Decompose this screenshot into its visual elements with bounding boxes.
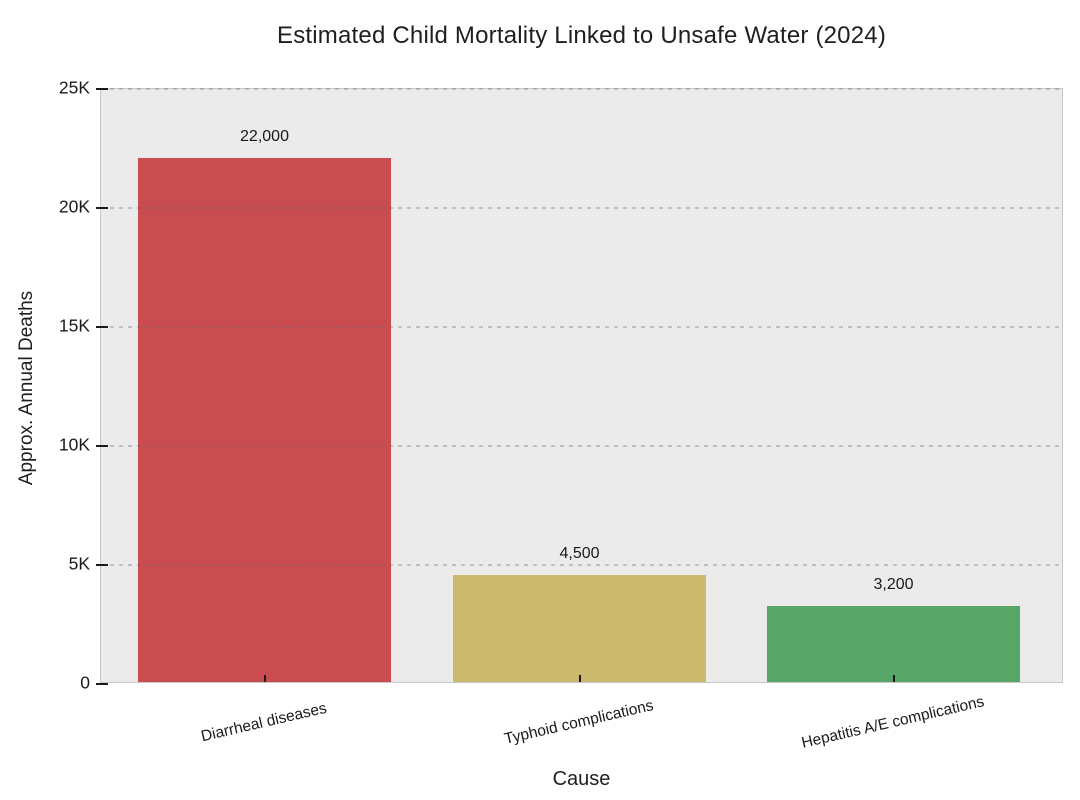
bar-diarrheal-diseases [138, 158, 391, 682]
bar-hepatitis-complications [767, 605, 1020, 682]
x-tick-mark [892, 675, 895, 682]
x-tick-label-text: Diarrheal diseases [198, 699, 328, 746]
y-tick-label: 15K [58, 315, 90, 336]
plot-area: 22,000 4,500 3,200 [96, 88, 1063, 685]
bar-value-label: 3,200 [873, 575, 914, 593]
bar-value-label: 22,000 [240, 128, 289, 146]
y-tick-label: 0 [80, 672, 90, 693]
y-tick-mark [96, 445, 108, 447]
gridline [101, 445, 1062, 447]
y-tick-label: 20K [58, 196, 90, 217]
gridline [101, 564, 1062, 566]
y-tick-mark [96, 88, 108, 90]
y-axis-tick-labels: 0 5K 10K 15K 20K 25K [0, 78, 90, 693]
x-tick-mark [263, 675, 266, 682]
y-tick-label: 5K [68, 553, 90, 574]
bar-typhoid-complications [453, 574, 706, 682]
bar-value-label: 4,500 [559, 544, 600, 562]
y-tick-mark [96, 564, 108, 566]
x-axis-tick-labels: Diarrheal diseases Typhoid complications… [100, 683, 1063, 773]
y-tick-label: 10K [58, 434, 90, 455]
chart-title: Estimated Child Mortality Linked to Unsa… [276, 22, 887, 49]
y-tick-mark [96, 683, 108, 685]
gridline [101, 326, 1062, 328]
x-tick-label-text: Hepatitis A/E complications [799, 693, 986, 752]
y-tick-label: 25K [58, 77, 90, 98]
y-tick-mark [96, 207, 108, 209]
x-tick-mark [578, 675, 581, 682]
x-tick-label-text: Typhoid complications [502, 697, 655, 748]
y-tick-mark [96, 326, 108, 328]
gridline [101, 207, 1062, 209]
gridline [101, 88, 1062, 90]
x-axis-title: Cause [552, 768, 611, 790]
